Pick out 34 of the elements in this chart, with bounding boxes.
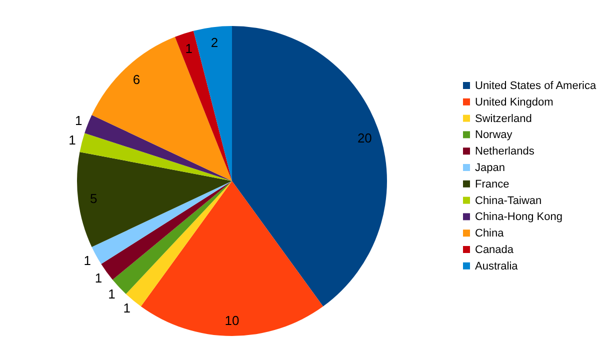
legend-label: Canada — [475, 244, 514, 256]
data-label: 6 — [132, 72, 140, 87]
legend-label: United Kingdom — [475, 96, 554, 108]
pie-slice — [92, 181, 232, 264]
data-label: 1 — [84, 252, 92, 268]
pie-slice — [77, 152, 232, 247]
legend-label: China-Hong Kong — [475, 211, 562, 224]
pie-slice — [80, 133, 232, 181]
pie-slice — [92, 36, 232, 181]
data-label: 1 — [94, 270, 102, 286]
legend-label: Japan — [475, 162, 505, 174]
data-label: 10 — [224, 313, 240, 328]
data-label: 2 — [210, 35, 218, 50]
legend-label: Switzerland — [475, 112, 532, 125]
legend-label: Netherlands — [475, 146, 535, 158]
legend-label: Australia — [475, 260, 519, 272]
pie-slice — [174, 30, 232, 181]
data-label: 1 — [68, 132, 76, 148]
data-label: 20 — [357, 130, 372, 146]
legend-label: China-Taiwan — [475, 194, 542, 207]
pie-slice — [84, 115, 232, 181]
legend-label: France — [475, 178, 510, 190]
pie-slice — [193, 26, 232, 181]
data-label: 1 — [123, 300, 130, 316]
pie-slice — [101, 181, 232, 280]
data-label: 1 — [74, 112, 82, 128]
legend-label: United States of America — [475, 80, 597, 92]
data-label: 1 — [185, 40, 193, 56]
data-label: 5 — [90, 190, 98, 206]
legend-label: Norway — [475, 129, 513, 142]
legend-label: China — [475, 228, 505, 240]
data-label: 1 — [108, 286, 116, 302]
pie-slice — [232, 26, 387, 306]
pie-slice — [140, 181, 324, 336]
